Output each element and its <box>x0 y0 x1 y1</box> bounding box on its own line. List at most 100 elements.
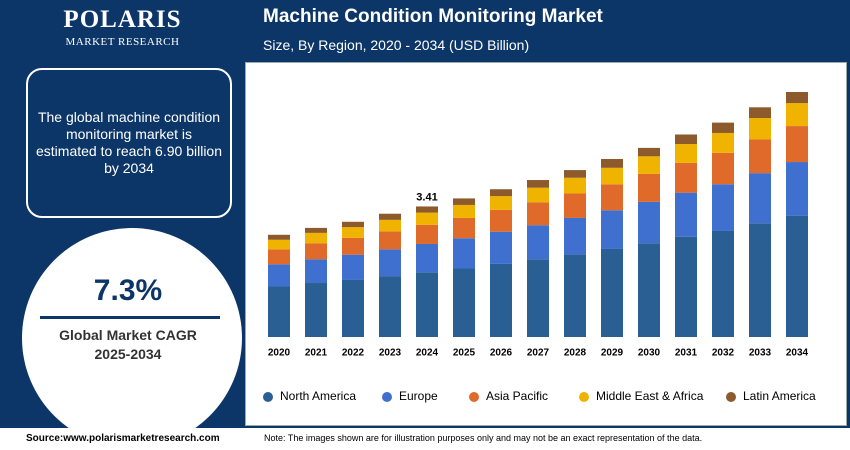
bar-segment <box>749 139 771 174</box>
bar-segment <box>749 118 771 140</box>
x-tick-label: 2024 <box>416 348 439 359</box>
bar-segment <box>564 193 586 218</box>
bar-segment <box>305 227 327 233</box>
bar-segment <box>305 232 327 244</box>
bar-segment <box>379 213 401 220</box>
bar-segment <box>490 231 512 264</box>
legend-label: Middle East & Africa <box>596 389 704 403</box>
bar-segment <box>749 107 771 119</box>
bar-segment <box>712 230 734 337</box>
x-tick-label: 2033 <box>749 348 772 359</box>
cagr-circle <box>22 228 242 448</box>
bar-segment <box>379 276 401 337</box>
cagr-value: 7.3% <box>93 274 163 307</box>
bar-segment <box>712 184 734 231</box>
bar-segment <box>490 196 512 210</box>
bar-segment <box>416 224 438 244</box>
legend-label: Latin America <box>743 389 816 403</box>
x-tick-label: 2023 <box>379 348 402 359</box>
bar-segment <box>490 189 512 197</box>
bar-segment <box>379 219 401 232</box>
bar-segment <box>675 144 697 163</box>
bar-segment <box>490 263 512 337</box>
bar-segment <box>564 177 586 194</box>
chart-subtitle: Size, By Region, 2020 - 2034 (USD Billio… <box>263 37 530 53</box>
bar-segment <box>601 158 623 168</box>
bar-segment <box>675 162 697 193</box>
bar-segment <box>675 192 697 237</box>
bar-segment <box>564 170 586 178</box>
legend-label: Asia Pacific <box>486 389 548 403</box>
legend-marker <box>469 392 479 402</box>
bar-segment <box>712 152 734 185</box>
bar-segment <box>786 162 808 216</box>
bar-segment <box>712 122 734 133</box>
cagr-rule <box>40 316 220 319</box>
bar-segment <box>527 225 549 260</box>
logo: POLARIS <box>63 6 182 33</box>
cagr-period: 2025-2034 <box>94 346 162 362</box>
chart-title: Machine Condition Monitoring Market <box>263 6 603 27</box>
bar-segment <box>638 156 660 174</box>
bar-segment <box>268 239 290 250</box>
bar-segment <box>342 279 364 337</box>
bar-segment <box>416 243 438 273</box>
x-tick-label: 2029 <box>601 348 624 359</box>
bar-segment <box>268 249 290 265</box>
x-tick-label: 2030 <box>638 348 661 359</box>
annotation: 3.41 <box>416 191 437 203</box>
bar-segment <box>601 184 623 211</box>
bar-segment <box>305 283 327 337</box>
summary-box: The global machine condition monitoring … <box>26 68 232 218</box>
bar-segment <box>638 243 660 337</box>
bar-segment <box>268 264 290 287</box>
bar-segment <box>786 103 808 127</box>
bar-segment <box>453 268 475 337</box>
bar-segment <box>527 187 549 203</box>
legend-marker <box>579 392 589 402</box>
bar-segment <box>601 248 623 337</box>
bar-segment <box>342 221 364 228</box>
bar-segment <box>638 147 660 157</box>
bar-segment <box>453 238 475 269</box>
cagr-label-text: Global Market CAGR <box>59 327 197 343</box>
bar-segment <box>305 259 327 284</box>
x-tick-label: 2021 <box>305 348 328 359</box>
bar-segment <box>638 173 660 202</box>
bar-segment <box>490 209 512 232</box>
legend-marker <box>382 392 392 402</box>
footer <box>0 428 850 450</box>
bar-segment <box>564 217 586 255</box>
bar-segment <box>416 272 438 337</box>
bar-segment <box>342 227 364 238</box>
x-tick-label: 2027 <box>527 348 550 359</box>
source: Source:www.polarismarketresearch.com <box>26 433 220 444</box>
logo-subtitle: MARKET RESEARCH <box>65 36 180 48</box>
bar-segment <box>638 201 660 244</box>
bar-segment <box>601 210 623 249</box>
x-tick-label: 2022 <box>342 348 365 359</box>
bar-segment <box>786 126 808 163</box>
bar-segment <box>527 202 549 226</box>
bar-segment <box>786 92 808 104</box>
bar-segment <box>305 243 327 260</box>
x-tick-label: 2032 <box>712 348 735 359</box>
bar-segment <box>268 286 290 337</box>
bar-segment <box>675 236 697 337</box>
note: Note: The images shown are for illustrat… <box>264 433 703 443</box>
bar-segment <box>601 167 623 185</box>
bar-segment <box>675 134 697 145</box>
bar-segment <box>749 223 771 337</box>
summary-text: The global machine condition monitoring … <box>36 109 222 176</box>
bar-segment <box>342 254 364 280</box>
legend-marker <box>263 392 273 402</box>
legend-label: Europe <box>399 389 438 403</box>
bar-segment <box>453 217 475 239</box>
bar-segment <box>527 180 549 188</box>
x-tick-label: 2026 <box>490 348 513 359</box>
bar-segment <box>786 215 808 337</box>
bar-segment <box>527 259 549 337</box>
bar-segment <box>268 234 290 240</box>
